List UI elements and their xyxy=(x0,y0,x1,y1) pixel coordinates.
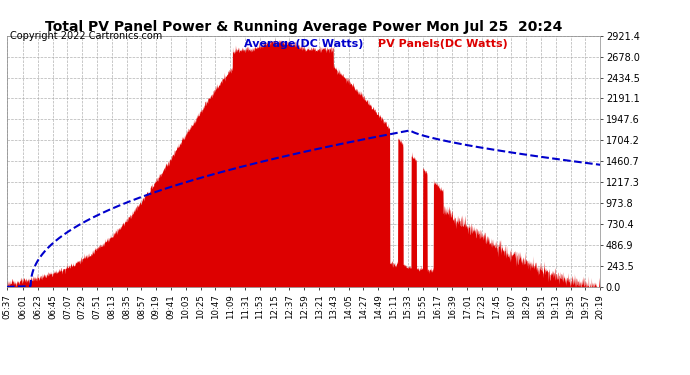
Title: Total PV Panel Power & Running Average Power Mon Jul 25  20:24: Total PV Panel Power & Running Average P… xyxy=(45,21,562,34)
Text: PV Panels(DC Watts): PV Panels(DC Watts) xyxy=(378,39,508,50)
Text: Copyright 2022 Cartronics.com: Copyright 2022 Cartronics.com xyxy=(10,32,163,41)
Text: Average(DC Watts): Average(DC Watts) xyxy=(244,39,364,50)
